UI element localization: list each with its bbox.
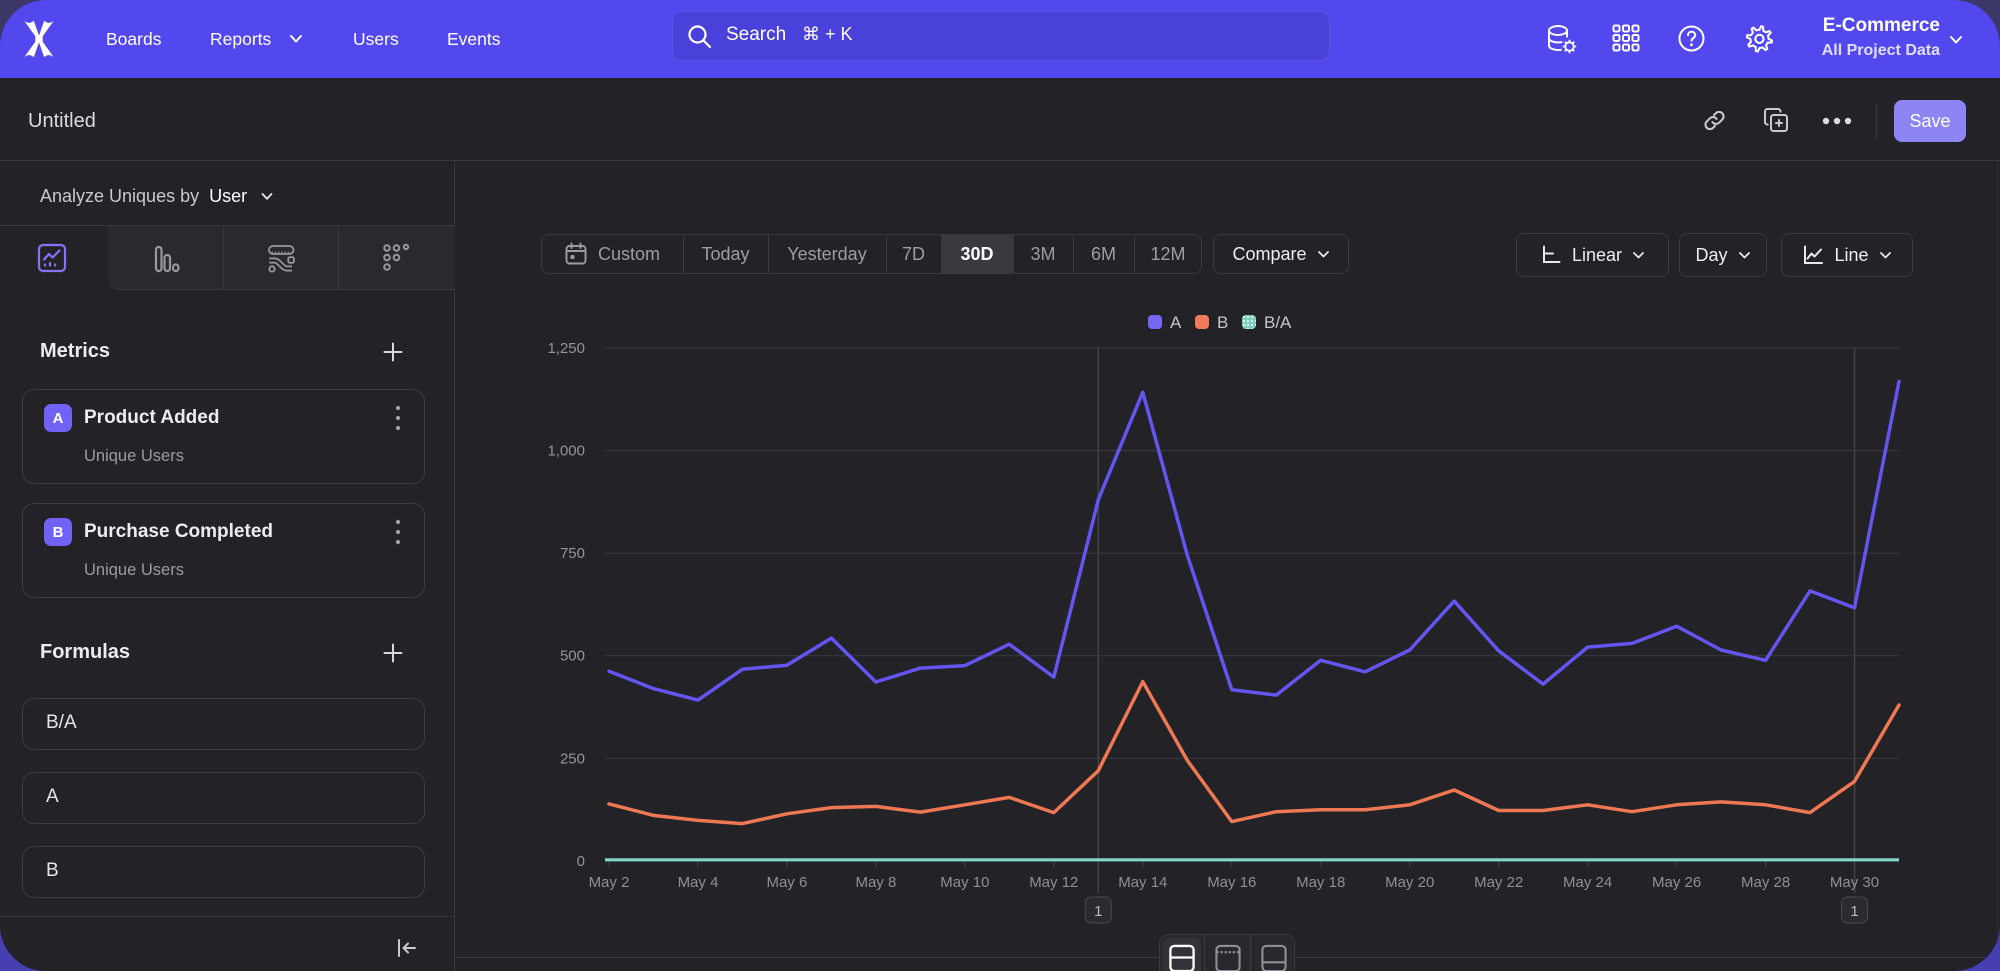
svg-text:May 10: May 10 [940, 874, 989, 891]
svg-text:1: 1 [1094, 903, 1102, 920]
svg-text:1,250: 1,250 [547, 340, 585, 357]
svg-text:May 26: May 26 [1652, 874, 1701, 891]
svg-text:May 4: May 4 [678, 874, 719, 891]
svg-text:May 28: May 28 [1741, 874, 1790, 891]
svg-text:May 18: May 18 [1296, 874, 1345, 891]
svg-text:May 2: May 2 [589, 874, 630, 891]
svg-text:1,000: 1,000 [547, 443, 585, 460]
svg-text:0: 0 [577, 853, 585, 870]
svg-text:May 22: May 22 [1474, 874, 1523, 891]
svg-text:750: 750 [560, 545, 585, 562]
svg-text:250: 250 [560, 750, 585, 767]
svg-text:1: 1 [1850, 903, 1858, 920]
svg-text:May 30: May 30 [1830, 874, 1879, 891]
svg-text:May 6: May 6 [766, 874, 807, 891]
svg-text:May 16: May 16 [1207, 874, 1256, 891]
svg-text:May 20: May 20 [1385, 874, 1434, 891]
svg-text:May 24: May 24 [1563, 874, 1612, 891]
svg-text:May 12: May 12 [1029, 874, 1078, 891]
svg-text:May 8: May 8 [855, 874, 896, 891]
svg-text:500: 500 [560, 648, 585, 665]
svg-text:May 14: May 14 [1118, 874, 1167, 891]
